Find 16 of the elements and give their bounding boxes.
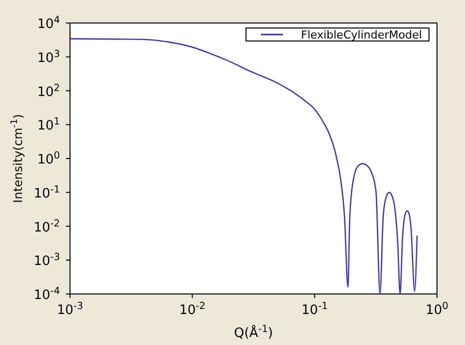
y-tick-label: 10$^{-2}$ [34,218,60,236]
legend-label: FlexibleCylinderModel [301,28,422,42]
x-tick-label: 10$^{-2}$ [179,300,206,318]
legend: FlexibleCylinderModel [246,28,430,42]
x-tick-label: 10$^{0}$ [426,300,448,318]
y-tick-label: 10$^{3}$ [37,48,60,66]
y-tick-label: 10$^{1}$ [37,116,60,134]
x-axis-title: Q(Å$^{-1}$) [234,324,274,341]
x-tick-label: 10$^{-3}$ [56,300,84,318]
y-tick-label: 10$^{-4}$ [34,286,60,303]
y-tick-label: 10$^{4}$ [37,14,60,32]
y-tick-label: 10$^{0}$ [37,150,60,168]
y-tick-label: 10$^{-1}$ [34,184,60,202]
y-tick-label: 10$^{-3}$ [34,252,60,270]
x-tick-label: 10$^{-1}$ [302,300,328,318]
y-tick-label: 10$^{2}$ [37,82,60,100]
